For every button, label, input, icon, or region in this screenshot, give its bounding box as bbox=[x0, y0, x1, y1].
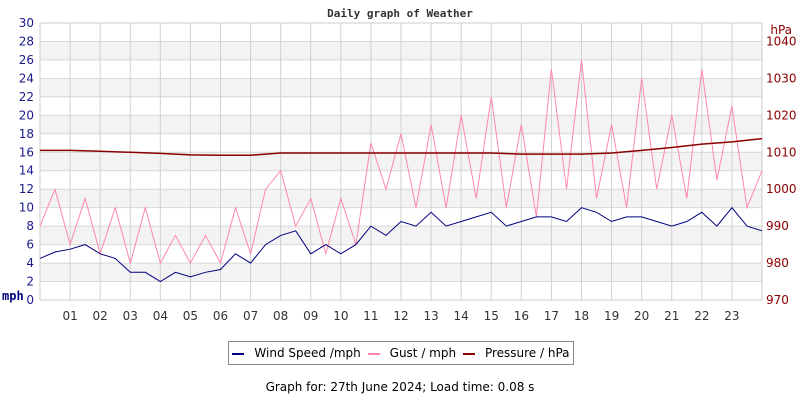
x-tick-label: 23 bbox=[724, 309, 739, 323]
y2-tick-label: 980 bbox=[766, 256, 789, 270]
y2-tick-label: 970 bbox=[766, 293, 789, 307]
y-tick-label: 16 bbox=[19, 145, 34, 159]
y2-tick-label: 1020 bbox=[766, 108, 797, 122]
y-axis-label: mph bbox=[2, 289, 24, 303]
legend-label: Pressure / hPa bbox=[484, 346, 570, 360]
y-tick-label: 26 bbox=[19, 53, 34, 67]
x-tick-label: 08 bbox=[273, 309, 288, 323]
x-tick-label: 04 bbox=[153, 309, 168, 323]
y-tick-label: 14 bbox=[19, 164, 34, 178]
legend-item-wind: Wind Speed /mph bbox=[232, 346, 361, 360]
x-tick-label: 03 bbox=[123, 309, 138, 323]
series-line-wind bbox=[39, 206, 763, 283]
y-tick-label: 22 bbox=[19, 90, 34, 104]
y2-tick-label: 1030 bbox=[766, 71, 797, 85]
series-line-gust bbox=[39, 59, 763, 266]
legend-item-pressure: Pressure / hPa bbox=[462, 346, 570, 360]
y2-tick-label: 990 bbox=[766, 219, 789, 233]
x-tick-label: 01 bbox=[62, 309, 77, 323]
y2-tick-label: 1000 bbox=[766, 182, 797, 196]
y2-tick-label: 1010 bbox=[766, 145, 797, 159]
x-tick-label: 02 bbox=[93, 309, 108, 323]
x-tick-label: 15 bbox=[484, 309, 499, 323]
legend-label: Gust / mph bbox=[389, 346, 457, 360]
y2-axis-label: hPa bbox=[770, 23, 792, 37]
legend-label: Wind Speed /mph bbox=[254, 346, 361, 360]
y-tick-label: 28 bbox=[19, 34, 34, 48]
x-tick-label: 10 bbox=[333, 309, 348, 323]
legend: Wind Speed /mph Gust / mph Pressure / hP… bbox=[228, 341, 574, 365]
y-tick-label: 4 bbox=[26, 256, 34, 270]
legend-item-gust: Gust / mph bbox=[367, 346, 457, 360]
x-tick-label: 19 bbox=[604, 309, 619, 323]
y-tick-label: 10 bbox=[19, 201, 34, 215]
x-tick-label: 12 bbox=[393, 309, 408, 323]
weather-chart: Daily graph of Weather 02468101214161820… bbox=[2, 7, 797, 323]
y-tick-label: 20 bbox=[19, 108, 34, 122]
series-line-pressure bbox=[40, 137, 763, 156]
y-tick-label: 8 bbox=[26, 219, 34, 233]
x-tick-label: 05 bbox=[183, 309, 198, 323]
y-tick-label: 6 bbox=[26, 238, 34, 252]
x-tick-label: 18 bbox=[574, 309, 589, 323]
x-tick-label: 09 bbox=[303, 309, 318, 323]
y-tick-label: 24 bbox=[19, 71, 34, 85]
footer-info: Graph for: 27th June 2024; Load time: 0.… bbox=[265, 380, 535, 394]
x-tick-label: 06 bbox=[213, 309, 228, 323]
x-tick-label: 17 bbox=[544, 309, 559, 323]
x-tick-label: 07 bbox=[243, 309, 258, 323]
x-tick-label: 11 bbox=[363, 309, 378, 323]
y-tick-label: 0 bbox=[26, 293, 34, 307]
x-tick-label: 20 bbox=[634, 309, 649, 323]
x-tick-label: 13 bbox=[423, 309, 438, 323]
plot-frame bbox=[39, 22, 763, 301]
x-tick-label: 14 bbox=[454, 309, 469, 323]
y-tick-label: 12 bbox=[19, 182, 34, 196]
y-tick-label: 30 bbox=[19, 16, 34, 30]
x-tick-label: 16 bbox=[514, 309, 529, 323]
chart-title: Daily graph of Weather bbox=[327, 7, 473, 20]
x-tick-label: 22 bbox=[694, 309, 709, 323]
y2-tick-label: 1040 bbox=[766, 34, 797, 48]
y-tick-label: 18 bbox=[19, 127, 34, 141]
x-tick-label: 21 bbox=[664, 309, 679, 323]
y-tick-label: 2 bbox=[26, 275, 34, 289]
